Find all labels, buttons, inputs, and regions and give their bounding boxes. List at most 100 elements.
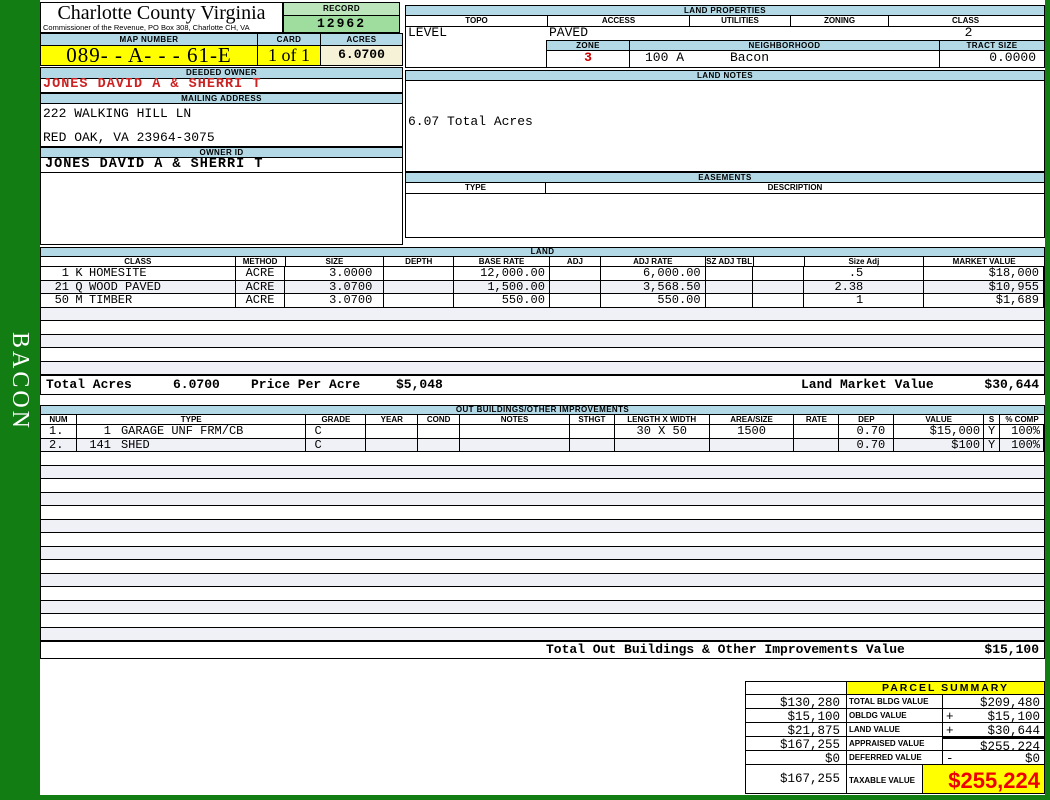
topo-value: LEVEL: [408, 25, 448, 40]
land-cell-market_value: $18,000: [924, 267, 1044, 280]
land-rows: 1 K HOMESITE ACRE 3.0000 12,000.00 6,000.00.5 $…: [40, 267, 1045, 375]
land-empty-row: [41, 361, 1044, 375]
zone-value-row: 3 100 A Bacon 0.0000: [546, 51, 1045, 68]
outb-empty-cell: [41, 452, 1044, 465]
price-per-acre-label: Price Per Acre: [251, 377, 361, 392]
parcel-summary-row: $167,255 APPRAISED VALUE $255,224: [745, 737, 1045, 754]
map-number-value: 089- - A- - - 61-E: [40, 45, 258, 66]
land-cell-depth: [384, 294, 455, 307]
out-building-empty-row: [41, 600, 1044, 614]
summary-label: LAND VALUE: [847, 723, 943, 737]
outb-header-year: YEAR: [366, 415, 419, 424]
summary-left-value: $21,875: [745, 723, 847, 738]
easements-empty-box: [405, 194, 1045, 238]
land-cell-method: ACRE: [236, 280, 286, 293]
outb-cell-grade: C: [306, 425, 367, 438]
outb-header-num: NUM: [41, 415, 77, 424]
card-label: CARD: [258, 33, 321, 46]
land-cell-size: 3.0000: [285, 267, 385, 280]
summary-sign: +: [946, 710, 954, 724]
land-cell-base_rate: 12,000.00: [454, 267, 550, 280]
outb-cell-sthgt: [570, 425, 615, 438]
outb-cell-sthgt: [570, 438, 615, 451]
land-empty-row: [41, 334, 1044, 348]
outb-header-sthgt: STHGT: [570, 415, 615, 424]
land-empty-cell: [41, 362, 1044, 375]
summary-left-value: $130,280: [745, 695, 847, 710]
neighborhood-name: Bacon: [730, 50, 770, 65]
land-market-value-label: Land Market Value: [801, 377, 934, 392]
deeded-owner-label: DEEDED OWNER: [40, 67, 403, 79]
land-cell-size_adj: 1: [804, 294, 925, 307]
owner-empty-box: [40, 173, 403, 245]
land-empty-cell: [41, 335, 1044, 348]
outb-cell-dep: 0.70: [839, 438, 895, 451]
land-empty-row: [41, 321, 1044, 335]
card-value: 1 of 1: [258, 46, 321, 66]
summary-amount: $30,644: [987, 724, 1040, 738]
outb-header-type: TYPE: [77, 415, 307, 424]
outb-type-code: 1: [103, 425, 111, 438]
outb-cell-rate: [794, 438, 840, 451]
land-properties-title: LAND PROPERTIES: [405, 5, 1045, 16]
record-value: 12962: [283, 16, 400, 33]
out-building-empty-row: [41, 627, 1044, 641]
tract-size-value: 0.0000: [940, 51, 1045, 68]
zone-label: ZONE: [546, 40, 630, 51]
zone-header-row: ZONE NEIGHBORHOOD TRACT SIZE: [546, 40, 1045, 51]
land-market-value: $30,644: [984, 377, 1039, 392]
outb-header-grade: GRADE: [306, 415, 367, 424]
outb-type-name: GARAGE UNF FRM/CB: [120, 425, 244, 438]
land-cell-adj: [550, 267, 601, 280]
outb-header-value: VALUE: [894, 415, 985, 424]
access-value: PAVED: [549, 25, 589, 40]
out-buildings-total-label: Total Out Buildings & Other Improvements…: [546, 642, 905, 657]
parcel-summary-row: $130,280 TOTAL BLDG VALUE $209,480: [745, 695, 1045, 710]
land-cell-depth: [384, 280, 455, 293]
land-totals-row: Total Acres 6.0700 Price Per Acre $5,048…: [40, 375, 1045, 395]
outb-empty-cell: [41, 587, 1044, 600]
outb-empty-cell: [41, 493, 1044, 506]
summary-label: DEFERRED VALUE: [847, 751, 943, 765]
lp-header-class: CLASS: [951, 16, 980, 25]
out-building-empty-row: [41, 573, 1044, 587]
neighborhood-code: 100 A: [645, 50, 685, 65]
land-cell-depth: [384, 267, 455, 280]
easements-header-row: TYPE DESCRIPTION: [405, 183, 1045, 194]
summary-label: OBLDG VALUE: [847, 709, 943, 723]
neighborhood-label: NEIGHBORHOOD: [630, 40, 940, 51]
outb-cell-area_size: 1500: [710, 425, 795, 438]
out-buildings-total-row: Total Out Buildings & Other Improvements…: [40, 641, 1045, 659]
land-cell-adj: [550, 294, 601, 307]
parcel-summary: PARCEL SUMMARY $130,280 TOTAL BLDG VALUE $…: [745, 681, 1045, 794]
land-empty-row: [41, 348, 1044, 362]
land-empty-row: [41, 307, 1044, 321]
parcel-summary-row: $15,100 OBLDG VALUE + $15,100: [745, 709, 1045, 724]
outb-header-rate: RATE: [794, 415, 840, 424]
land-cell-method: ACRE: [236, 294, 286, 307]
acres-label: ACRES: [321, 33, 403, 46]
total-acres-value: 6.0700: [173, 377, 220, 392]
land-header-row: CLASS METHOD SIZE DEPTH BASE RATE ADJ ADJ RATE…: [40, 257, 1045, 267]
land-class-num: 1: [61, 267, 69, 280]
map-number-label: MAP NUMBER: [40, 33, 258, 46]
out-buildings-title: OUT BUILDINGS/OTHER IMPROVEMENTS: [40, 405, 1045, 415]
outb-cell-num: 2.: [41, 438, 77, 451]
mailing-address-box: 222 WALKING HILL LN RED OAK, VA 23964-30…: [40, 104, 403, 147]
parcel-summary-row: $0 DEFERRED VALUE - $0: [745, 751, 1045, 766]
taxable-value-label: TAXABLE VALUE: [847, 765, 923, 794]
county-title: Charlotte County Virginia: [57, 2, 266, 24]
neighborhood-value: 100 A Bacon: [630, 51, 940, 68]
land-cell-adj_rate: 3,568.50: [601, 280, 706, 293]
summary-value: + $15,100: [943, 709, 1045, 724]
outb-empty-cell: [41, 466, 1044, 479]
outb-cell-year: [366, 425, 419, 438]
lp-header-topo: TOPO: [406, 16, 548, 26]
land-cell-class: 1 K HOMESITE: [41, 267, 236, 280]
summary-label: TOTAL BLDG VALUE: [847, 695, 943, 709]
class-value: 2: [964, 25, 973, 40]
land-cell-blank: [753, 294, 805, 307]
land-header-size_adj: Size Adj: [805, 257, 925, 266]
land-cell-size: 3.0700: [285, 280, 385, 293]
summary-value: $209,480: [943, 695, 1045, 710]
